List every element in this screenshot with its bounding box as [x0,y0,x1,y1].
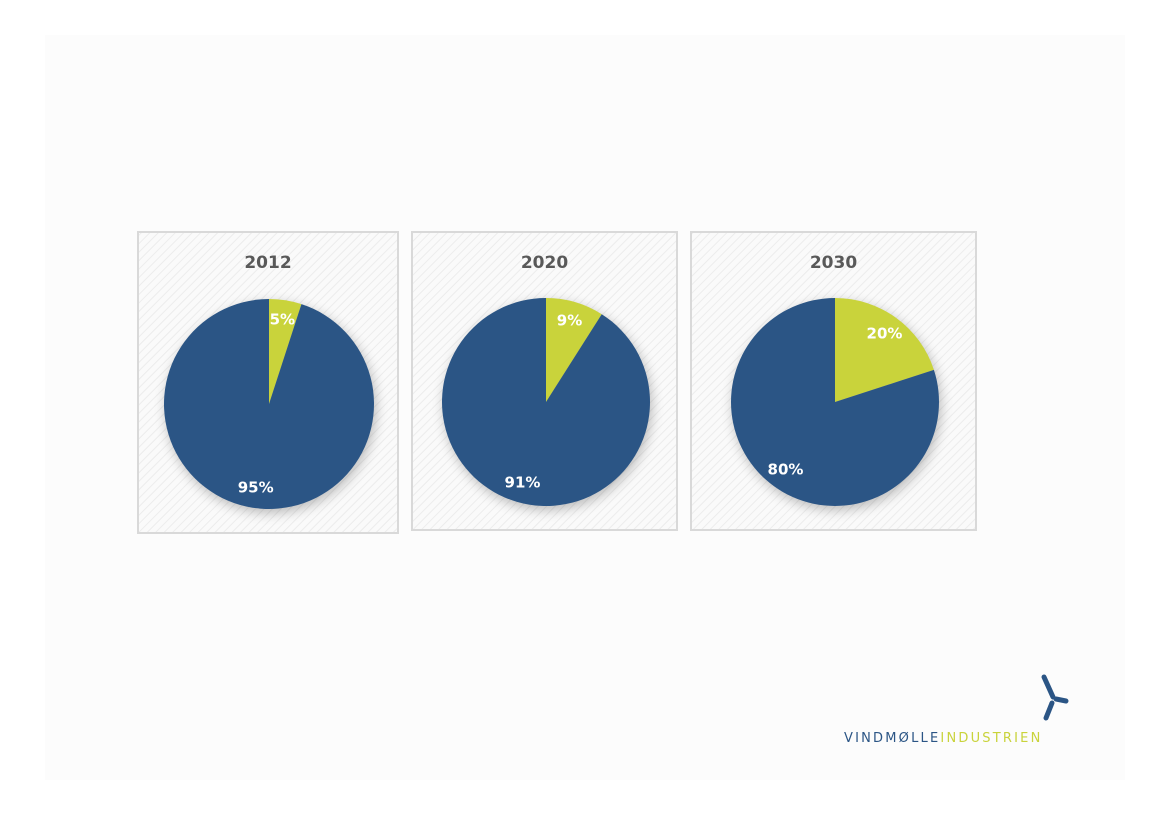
chart-title: 2020 [521,253,568,273]
data-label: 5% [270,310,295,328]
data-label: 80% [768,461,804,479]
pie-slice [835,298,934,402]
data-label: 20% [867,324,903,342]
logo-first: VINDMØLLE [844,731,940,746]
logo-icon [1041,674,1069,721]
pie-slice [164,299,374,509]
logo: VINDMØLLEINDUSTRIEN [844,674,1069,746]
data-label: 91% [505,473,541,491]
pie-chart: 2020 9% 91% [411,231,678,531]
data-label: 95% [238,479,274,497]
chart-title: 2030 [810,253,857,273]
charts: 2012 5% 95% 2020 9% 91% 2030 20% 80% [137,231,977,534]
data-label: 9% [557,312,582,330]
pie-slice [731,298,939,507]
logo-second: INDUSTRIEN [940,731,1042,746]
pie-slice [442,298,650,506]
logo-text: VINDMØLLEINDUSTRIEN [844,731,1043,746]
pie-chart: 2030 20% 80% [690,231,977,531]
pie-chart: 2012 5% 95% [137,231,399,534]
pie-slice [546,298,602,402]
chart-title: 2012 [244,253,291,273]
pie-slice [269,299,302,404]
